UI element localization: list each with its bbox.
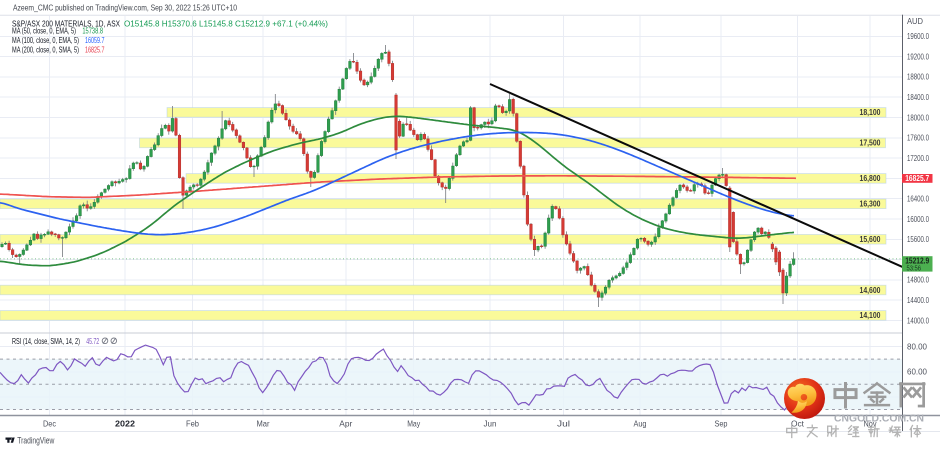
svg-text:MA (50, close, 0, EMA, 5): MA (50, close, 0, EMA, 5): [12, 27, 76, 36]
svg-text:14000.0: 14000.0: [907, 316, 929, 325]
svg-text:14,100: 14,100: [860, 311, 881, 320]
svg-text:CNGOLD.COM.CN: CNGOLD.COM.CN: [834, 413, 924, 425]
svg-text:Apr: Apr: [339, 420, 352, 429]
svg-text:17600.0: 17600.0: [907, 134, 929, 143]
svg-text:19200.0: 19200.0: [907, 52, 929, 61]
svg-text:18000.0: 18000.0: [907, 113, 929, 122]
svg-text:14,600: 14,600: [860, 286, 881, 295]
svg-text:14400.0: 14400.0: [907, 296, 929, 305]
svg-text:18800.0: 18800.0: [907, 73, 929, 82]
svg-text:Jul: Jul: [557, 420, 570, 429]
svg-text:Sep: Sep: [715, 420, 729, 429]
svg-text:May: May: [407, 420, 420, 429]
svg-text:14800.0: 14800.0: [907, 276, 929, 285]
svg-text:RSI (14, close, SMA, 14, 2): RSI (14, close, SMA, 14, 2): [12, 336, 80, 346]
svg-text:Oct: Oct: [791, 420, 805, 429]
svg-text:45.72: 45.72: [86, 336, 99, 346]
svg-text:15738.8: 15738.8: [82, 27, 103, 36]
svg-text:Mar: Mar: [257, 420, 270, 429]
svg-text:18,100: 18,100: [860, 108, 881, 117]
svg-text:16,300: 16,300: [860, 200, 881, 209]
svg-text:Nov: Nov: [864, 420, 877, 429]
svg-text:16059.7: 16059.7: [85, 36, 105, 45]
svg-text:TradingView: TradingView: [17, 435, 54, 445]
svg-text:18400.0: 18400.0: [907, 93, 929, 102]
svg-text:Dec: Dec: [43, 420, 56, 429]
svg-text:15212.9: 15212.9: [905, 255, 929, 265]
svg-text:16825.7: 16825.7: [905, 173, 929, 183]
svg-text:Azeem_CMC published on Trading: Azeem_CMC published on TradingView.com, …: [13, 3, 237, 13]
svg-text:2022: 2022: [115, 420, 136, 429]
svg-text:S&P/ASX 200 MATERIALS, 1D, ASX: S&P/ASX 200 MATERIALS, 1D, ASX: [12, 19, 120, 29]
svg-text:MA (200, close, 0, SMA, 5): MA (200, close, 0, SMA, 5): [12, 46, 79, 55]
svg-text:O15145.8 H15370.6 L15145.8: O15145.8 H15370.6 L15145.8 C15212.9 +67.…: [124, 19, 328, 29]
svg-text:17200.0: 17200.0: [907, 154, 929, 163]
svg-text:17,500: 17,500: [860, 139, 881, 148]
svg-text:53:56: 53:56: [907, 264, 922, 273]
svg-text:Feb: Feb: [186, 420, 200, 429]
svg-text:16000.0: 16000.0: [907, 215, 929, 224]
svg-text:16825.7: 16825.7: [85, 46, 105, 55]
svg-text:60.00: 60.00: [907, 368, 928, 377]
svg-text:Jun: Jun: [484, 420, 497, 429]
svg-text:15,600: 15,600: [860, 235, 881, 244]
svg-text:80.00: 80.00: [907, 343, 928, 352]
svg-text:19600.0: 19600.0: [907, 32, 929, 41]
svg-text:16,800: 16,800: [860, 174, 881, 183]
svg-text:MA (100, close, 0, EMA, 5): MA (100, close, 0, EMA, 5): [12, 36, 79, 45]
svg-text:16400.0: 16400.0: [907, 195, 929, 204]
svg-text:Aug: Aug: [634, 420, 647, 429]
svg-text:AUD: AUD: [907, 17, 923, 26]
svg-text:15600.0: 15600.0: [907, 235, 929, 244]
